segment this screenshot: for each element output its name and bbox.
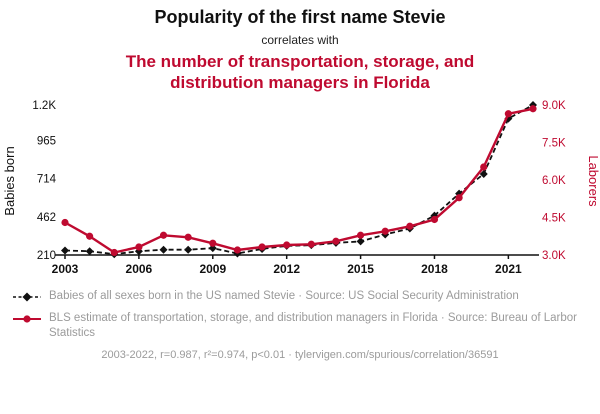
chart-header: Popularity of the first name Stevie corr… xyxy=(0,0,600,93)
svg-text:4.5K: 4.5K xyxy=(542,213,566,225)
svg-text:2003: 2003 xyxy=(52,262,79,276)
svg-text:2006: 2006 xyxy=(126,262,153,276)
svg-text:2012: 2012 xyxy=(273,262,300,276)
svg-text:2018: 2018 xyxy=(421,262,448,276)
svg-text:2021: 2021 xyxy=(495,262,522,276)
svg-text:7.5K: 7.5K xyxy=(542,138,566,150)
chart-canvas: Babies born Laborers 2003 2006 2009 2012 201… xyxy=(2,100,600,276)
correlates-with-label: correlates with xyxy=(261,32,339,47)
svg-text:3.0K: 3.0K xyxy=(542,250,566,262)
svg-text:210: 210 xyxy=(37,250,56,262)
y-axis-label-right: Laborers xyxy=(586,155,600,207)
svg-text:965: 965 xyxy=(37,136,56,148)
circle-solid-line-icon xyxy=(13,315,41,323)
legend-item-babies: Babies of all sexes born in the US named… xyxy=(12,289,588,304)
svg-text:2009: 2009 xyxy=(199,262,226,276)
svg-text:9.0K: 9.0K xyxy=(542,100,566,112)
legend-item-laborers: BLS estimate of transportation, storage,… xyxy=(12,311,588,341)
svg-text:462: 462 xyxy=(37,212,56,224)
svg-text:714: 714 xyxy=(37,174,57,186)
legend-label-laborers: BLS estimate of transportation, storage,… xyxy=(49,312,578,340)
legend: Babies of all sexes born in the US named… xyxy=(0,287,600,342)
footer-stats: 2003-2022, r=0.987, r²=0.974, p<0.01 · t… xyxy=(101,348,499,361)
legend-label-babies: Babies of all sexes born in the US named… xyxy=(49,290,519,303)
svg-text:1.2K: 1.2K xyxy=(32,100,56,112)
y-axis-label-left: Babies born xyxy=(2,146,17,215)
svg-text:2015: 2015 xyxy=(347,262,374,276)
correlated-variable-title: The number of transportation, storage, a… xyxy=(125,51,475,92)
diamond-dashed-line-icon xyxy=(13,292,41,302)
page-title: Popularity of the first name Stevie xyxy=(154,7,446,27)
svg-text:6.0K: 6.0K xyxy=(542,175,566,187)
